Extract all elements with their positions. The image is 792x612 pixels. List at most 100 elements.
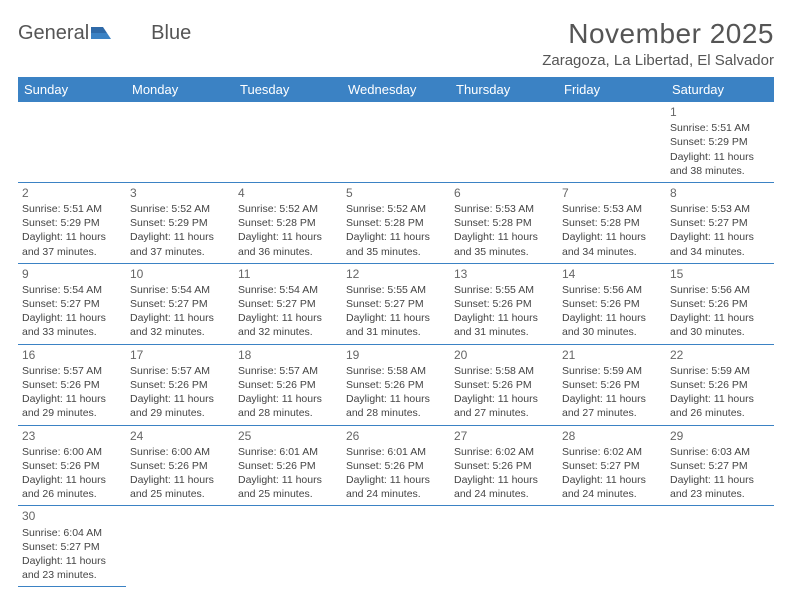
sunrise-line: Sunrise: 5:58 AM xyxy=(346,364,446,378)
empty-cell xyxy=(126,102,234,182)
daylight-line: Daylight: 11 hours xyxy=(454,392,554,406)
day-number: 16 xyxy=(22,347,122,363)
sunset-line: Sunset: 5:26 PM xyxy=(22,378,122,392)
sunrise-line: Sunrise: 6:00 AM xyxy=(130,445,230,459)
day-number: 10 xyxy=(130,266,230,282)
day-cell: 6Sunrise: 5:53 AMSunset: 5:28 PMDaylight… xyxy=(450,182,558,263)
sunset-line: Sunset: 5:27 PM xyxy=(22,540,122,554)
weekday-header: Monday xyxy=(126,77,234,102)
day-cell: 19Sunrise: 5:58 AMSunset: 5:26 PMDayligh… xyxy=(342,344,450,425)
day-number: 27 xyxy=(454,428,554,444)
daylight-line-2: and 38 minutes. xyxy=(670,164,770,178)
day-number: 30 xyxy=(22,508,122,524)
sunrise-line: Sunrise: 6:02 AM xyxy=(454,445,554,459)
empty-cell xyxy=(18,102,126,182)
day-cell: 1Sunrise: 5:51 AMSunset: 5:29 PMDaylight… xyxy=(666,102,774,182)
daylight-line: Daylight: 11 hours xyxy=(454,230,554,244)
sunset-line: Sunset: 5:27 PM xyxy=(22,297,122,311)
day-cell: 18Sunrise: 5:57 AMSunset: 5:26 PMDayligh… xyxy=(234,344,342,425)
sunset-line: Sunset: 5:26 PM xyxy=(238,459,338,473)
daylight-line-2: and 26 minutes. xyxy=(22,487,122,501)
sunrise-line: Sunrise: 6:02 AM xyxy=(562,445,662,459)
daylight-line: Daylight: 11 hours xyxy=(130,473,230,487)
sunset-line: Sunset: 5:26 PM xyxy=(670,378,770,392)
day-cell: 8Sunrise: 5:53 AMSunset: 5:27 PMDaylight… xyxy=(666,182,774,263)
day-cell: 22Sunrise: 5:59 AMSunset: 5:26 PMDayligh… xyxy=(666,344,774,425)
empty-cell xyxy=(342,102,450,182)
day-number: 12 xyxy=(346,266,446,282)
sunset-line: Sunset: 5:26 PM xyxy=(238,378,338,392)
sunrise-line: Sunrise: 5:53 AM xyxy=(562,202,662,216)
empty-cell xyxy=(126,506,234,587)
calendar-row: 2Sunrise: 5:51 AM Sunset: 5:29 PM Daylight… xyxy=(18,182,774,263)
daylight-line: Daylight: 11 hours xyxy=(22,230,122,244)
page-title: November 2025 xyxy=(542,18,774,50)
day-cell: 30Sunrise: 6:04 AMSunset: 5:27 PMDayligh… xyxy=(18,506,126,587)
sunset-line: Sunset: 5:28 PM xyxy=(562,216,662,230)
daylight-line-2: and 35 minutes. xyxy=(346,245,446,259)
sunset-line: Sunset: 5:26 PM xyxy=(22,459,122,473)
day-number: 6 xyxy=(454,185,554,201)
sunrise-line: Sunrise: 5:52 AM xyxy=(130,202,230,216)
daylight-line: Daylight: 11 hours xyxy=(454,311,554,325)
sunset-line: Sunset: 5:27 PM xyxy=(670,459,770,473)
daylight-line: Daylight: 11 hours xyxy=(238,230,338,244)
daylight-line: Daylight: 11 hours xyxy=(454,473,554,487)
daylight-line: Daylight: 11 hours xyxy=(562,392,662,406)
day-number: 18 xyxy=(238,347,338,363)
daylight-line-2: and 31 minutes. xyxy=(454,325,554,339)
sunrise-line: Sunrise: 5:53 AM xyxy=(454,202,554,216)
day-number: 20 xyxy=(454,347,554,363)
sunset-line: Sunset: 5:27 PM xyxy=(346,297,446,311)
sunrise-line: Sunrise: 5:59 AM xyxy=(670,364,770,378)
sunset-line: Sunset: 5:29 PM xyxy=(130,216,230,230)
day-cell: 4Sunrise: 5:52 AMSunset: 5:28 PMDaylight… xyxy=(234,182,342,263)
empty-cell xyxy=(558,506,666,587)
weekday-header: Sunday xyxy=(18,77,126,102)
daylight-line-2: and 34 minutes. xyxy=(670,245,770,259)
sunset-line: Sunset: 5:26 PM xyxy=(562,297,662,311)
daylight-line: Daylight: 11 hours xyxy=(238,473,338,487)
day-number: 28 xyxy=(562,428,662,444)
daylight-line-2: and 26 minutes. xyxy=(670,406,770,420)
daylight-line: Daylight: 11 hours xyxy=(670,473,770,487)
sunrise-line: Sunrise: 5:56 AM xyxy=(562,283,662,297)
day-cell: 25Sunrise: 6:01 AMSunset: 5:26 PMDayligh… xyxy=(234,425,342,506)
day-number: 15 xyxy=(670,266,770,282)
day-number: 19 xyxy=(346,347,446,363)
logo-text-blue: Blue xyxy=(151,22,191,45)
daylight-line: Daylight: 11 hours xyxy=(670,311,770,325)
day-cell: 7Sunrise: 5:53 AMSunset: 5:28 PMDaylight… xyxy=(558,182,666,263)
day-number: 9 xyxy=(22,266,122,282)
daylight-line-2: and 24 minutes. xyxy=(454,487,554,501)
day-number: 17 xyxy=(130,347,230,363)
header: General Blue November 2025 Zaragoza, La … xyxy=(18,18,774,69)
empty-cell xyxy=(450,506,558,587)
sunset-line: Sunset: 5:26 PM xyxy=(562,378,662,392)
day-number: 29 xyxy=(670,428,770,444)
sunrise-line: Sunrise: 6:00 AM xyxy=(22,445,122,459)
daylight-line: Daylight: 11 hours xyxy=(130,392,230,406)
location: Zaragoza, La Libertad, El Salvador xyxy=(542,52,774,69)
daylight-line: Daylight: 11 hours xyxy=(22,311,122,325)
sunrise-line: Sunrise: 5:56 AM xyxy=(670,283,770,297)
sunset-line: Sunset: 5:28 PM xyxy=(238,216,338,230)
sunrise-line: Sunrise: 5:55 AM xyxy=(454,283,554,297)
logo-text-general: General xyxy=(18,22,89,45)
sunset-line: Sunset: 5:27 PM xyxy=(130,297,230,311)
daylight-line-2: and 27 minutes. xyxy=(562,406,662,420)
day-number: 2 xyxy=(22,185,122,201)
sunset-line: Sunset: 5:26 PM xyxy=(454,459,554,473)
weekday-header: Thursday xyxy=(450,77,558,102)
day-number: 11 xyxy=(238,266,338,282)
day-number: 25 xyxy=(238,428,338,444)
daylight-line: Daylight: 11 hours xyxy=(670,392,770,406)
sunrise-line: Sunrise: 5:57 AM xyxy=(22,364,122,378)
day-cell: 12Sunrise: 5:55 AMSunset: 5:27 PMDayligh… xyxy=(342,263,450,344)
daylight-line: Daylight: 11 hours xyxy=(238,311,338,325)
daylight-line-2: and 37 minutes. xyxy=(130,245,230,259)
daylight-line-2: and 24 minutes. xyxy=(346,487,446,501)
sunrise-line: Sunrise: 5:54 AM xyxy=(130,283,230,297)
sunrise-line: Sunrise: 5:51 AM xyxy=(22,202,122,216)
title-block: November 2025 Zaragoza, La Libertad, El … xyxy=(542,18,774,69)
